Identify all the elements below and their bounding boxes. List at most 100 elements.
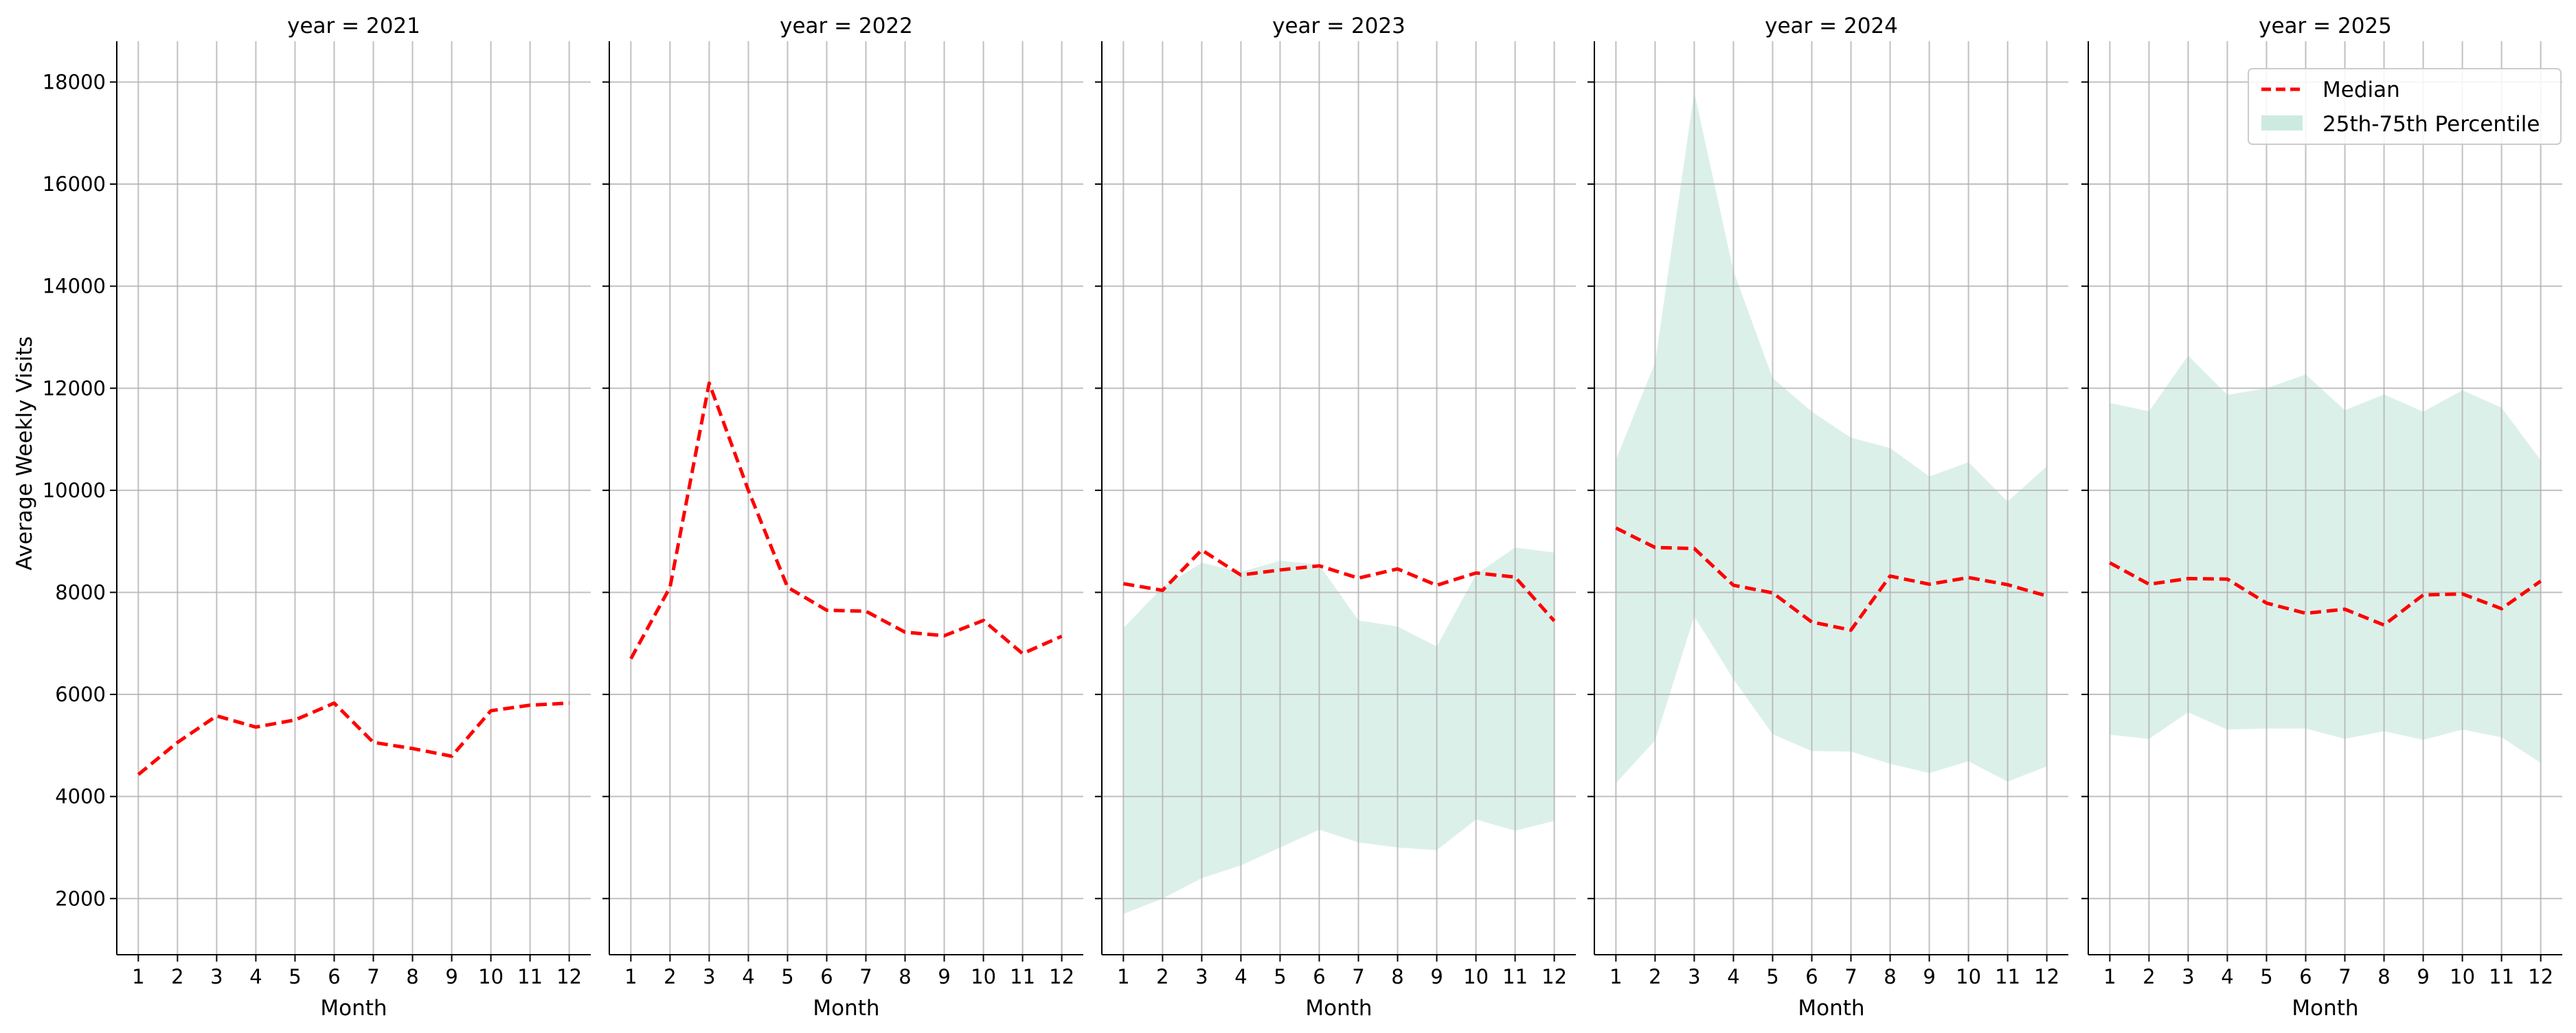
facet-title: year = 2023 bbox=[1272, 14, 1405, 38]
y-tick-label: 6000 bbox=[55, 683, 106, 706]
x-tick-label: 7 bbox=[367, 965, 379, 988]
x-tick-label: 10 bbox=[1956, 965, 1981, 988]
x-axis-label: Month bbox=[320, 996, 387, 1021]
x-axis-label: Month bbox=[2292, 996, 2358, 1021]
facet-title: year = 2022 bbox=[780, 14, 913, 38]
x-tick-label: 9 bbox=[938, 965, 950, 988]
x-tick-label: 8 bbox=[1391, 965, 1403, 988]
x-tick-label: 6 bbox=[820, 965, 833, 988]
median-line bbox=[1122, 548, 1556, 622]
x-tick-label: 7 bbox=[2338, 965, 2351, 988]
percentile-band bbox=[1616, 92, 2047, 784]
x-tick-label: 9 bbox=[445, 965, 457, 988]
x-tick-label: 11 bbox=[2489, 965, 2514, 988]
x-tick-label: 3 bbox=[703, 965, 715, 988]
x-tick-label: 9 bbox=[2417, 965, 2429, 988]
x-tick-label: 10 bbox=[478, 965, 504, 988]
facet-panel-1: 2000 4000 6000 8000 10000 12000 14000 16000 1800… bbox=[43, 14, 591, 1021]
legend-band-label: 25th-75th Percentile bbox=[2323, 112, 2540, 137]
x-tick-label: 1 bbox=[624, 965, 637, 988]
x-tick-label: 3 bbox=[1195, 965, 1208, 988]
x-tick-label: 8 bbox=[2377, 965, 2390, 988]
y-tick-label: 14000 bbox=[43, 275, 106, 298]
y-axis-label: Average Weekly Visits bbox=[12, 336, 37, 570]
percentile-band bbox=[1123, 547, 1555, 914]
legend: Median 25th-75th Percentile bbox=[2248, 68, 2562, 145]
x-tick-label: 4 bbox=[1727, 965, 1739, 988]
x-tick-label: 11 bbox=[1995, 965, 2020, 988]
x-tick-label: 6 bbox=[1805, 965, 1818, 988]
x-tick-label: 8 bbox=[1884, 965, 1896, 988]
facet-title: year = 2021 bbox=[287, 14, 420, 38]
y-tick-label: 18000 bbox=[43, 70, 106, 93]
x-tick-label: 2 bbox=[171, 965, 183, 988]
facet-title: year = 2025 bbox=[2259, 14, 2392, 38]
x-axis-label: Month bbox=[813, 996, 879, 1021]
x-tick-label: 2 bbox=[1649, 965, 1661, 988]
x-tick-label: 7 bbox=[859, 965, 872, 988]
x-tick-label: 7 bbox=[1844, 965, 1857, 988]
median-line bbox=[2109, 561, 2542, 627]
x-tick-label: 2 bbox=[664, 965, 676, 988]
x-tick-label: 9 bbox=[1430, 965, 1443, 988]
x-tick-label: 9 bbox=[1923, 965, 1935, 988]
x-tick-label: 3 bbox=[210, 965, 223, 988]
x-tick-label: 1 bbox=[1117, 965, 1129, 988]
x-tick-label: 6 bbox=[2299, 965, 2312, 988]
x-axis-label: Month bbox=[1798, 996, 1864, 1021]
median-line bbox=[1615, 526, 2048, 632]
median-line bbox=[137, 701, 569, 776]
x-tick-label: 6 bbox=[328, 965, 340, 988]
facet-title: year = 2024 bbox=[1765, 14, 1898, 38]
x-tick-label: 5 bbox=[289, 965, 301, 988]
x-tick-label: 1 bbox=[2103, 965, 2116, 988]
legend-band-swatch bbox=[2261, 115, 2303, 130]
y-tick-label: 16000 bbox=[43, 172, 106, 196]
x-tick-label: 5 bbox=[2260, 965, 2272, 988]
x-tick-label: 2 bbox=[1156, 965, 1168, 988]
x-tick-label: 3 bbox=[1688, 965, 1700, 988]
median-line bbox=[629, 381, 1063, 660]
x-tick-label: 5 bbox=[1274, 965, 1286, 988]
x-tick-label: 12 bbox=[1541, 965, 1567, 988]
y-tick-label: 4000 bbox=[55, 785, 106, 808]
x-tick-label: 4 bbox=[742, 965, 754, 988]
x-tick-label: 8 bbox=[899, 965, 911, 988]
x-tick-label: 5 bbox=[1766, 965, 1778, 988]
x-tick-label: 11 bbox=[1010, 965, 1035, 988]
x-tick-label: 11 bbox=[517, 965, 543, 988]
x-tick-label: 6 bbox=[1313, 965, 1325, 988]
legend-frame bbox=[2248, 68, 2562, 145]
x-tick-label: 4 bbox=[1234, 965, 1247, 988]
x-tick-label: 3 bbox=[2182, 965, 2194, 988]
x-tick-label: 12 bbox=[2034, 965, 2059, 988]
legend-median-label: Median bbox=[2323, 78, 2400, 102]
y-tick-label: 12000 bbox=[43, 376, 106, 400]
x-tick-label: 5 bbox=[781, 965, 793, 988]
x-tick-label: 12 bbox=[556, 965, 582, 988]
x-tick-label: 1 bbox=[1609, 965, 1622, 988]
y-tick-label: 10000 bbox=[43, 479, 106, 502]
x-tick-label: 10 bbox=[1463, 965, 1489, 988]
x-tick-label: 4 bbox=[249, 965, 262, 988]
x-tick-label: 7 bbox=[1352, 965, 1364, 988]
x-tick-label: 1 bbox=[132, 965, 144, 988]
x-tick-label: 11 bbox=[1502, 965, 1528, 988]
x-axis-label: Month bbox=[1305, 996, 1372, 1021]
x-tick-label: 12 bbox=[1049, 965, 1074, 988]
x-tick-label: 12 bbox=[2528, 965, 2553, 988]
x-tick-label: 10 bbox=[971, 965, 996, 988]
x-tick-label: 4 bbox=[2221, 965, 2233, 988]
y-tick-label: 8000 bbox=[55, 580, 106, 604]
x-tick-label: 2 bbox=[2143, 965, 2155, 988]
facets: 2000 4000 6000 8000 10000 12000 14000 16000 1800… bbox=[43, 14, 2562, 1021]
percentile-band bbox=[2110, 355, 2541, 763]
x-tick-label: 10 bbox=[2450, 965, 2475, 988]
y-tick-label: 2000 bbox=[55, 887, 106, 910]
